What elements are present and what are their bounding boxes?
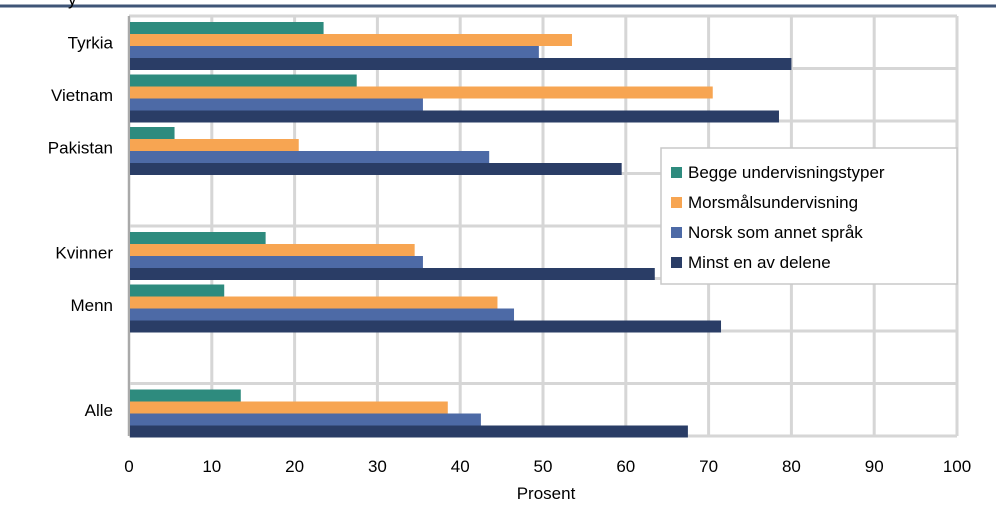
bars	[130, 22, 792, 438]
category-label: Kvinner	[55, 243, 113, 262]
x-tick-label: 30	[368, 457, 387, 476]
bar	[130, 58, 792, 70]
x-tick-label: 80	[782, 457, 801, 476]
x-tick-label: 50	[534, 457, 553, 476]
bar	[130, 268, 655, 280]
legend-label: Norsk som annet språk	[688, 223, 863, 242]
bar	[130, 296, 498, 309]
x-tick-label: 100	[943, 457, 971, 476]
legend-label: Minst en av delene	[688, 253, 831, 272]
legend-label: Morsmålsundervisning	[688, 193, 858, 212]
bar	[130, 389, 241, 402]
legend-swatch	[671, 197, 682, 208]
legend: Begge undervisningstyper Morsmålsundervis…	[660, 147, 958, 285]
x-tick-label: 0	[124, 457, 133, 476]
legend-swatch	[671, 227, 682, 238]
bar	[130, 86, 713, 99]
category-labels: Tyrkia Vietnam Pakistan Kvinner Menn Alle	[48, 33, 114, 420]
bar	[130, 139, 299, 151]
category-label: Menn	[70, 296, 113, 315]
bar	[130, 98, 423, 111]
bar	[130, 46, 539, 58]
bar	[130, 308, 515, 321]
x-tick-label: 90	[865, 457, 884, 476]
legend-swatch	[671, 257, 682, 268]
legend-swatch	[671, 167, 682, 178]
x-tick-label: 40	[451, 457, 470, 476]
bar	[130, 163, 622, 175]
bar	[130, 425, 688, 438]
legend-label: Begge undervisningstyper	[688, 163, 885, 182]
bar	[130, 320, 722, 333]
bar	[130, 232, 266, 244]
category-label: Tyrkia	[68, 33, 114, 52]
bar	[130, 413, 481, 426]
x-tick-label: 10	[202, 457, 221, 476]
bar	[130, 110, 779, 123]
x-tick-label: 70	[699, 457, 718, 476]
x-tick-label: 20	[285, 457, 304, 476]
bar	[130, 151, 490, 163]
x-tick-labels: 0 10 20 30 40 50 60 70 80 90 100	[124, 457, 971, 476]
category-label: Vietnam	[51, 86, 113, 105]
bar	[130, 401, 448, 414]
legend-box	[660, 147, 958, 285]
bar	[130, 127, 175, 139]
category-label: Pakistan	[48, 138, 113, 157]
x-axis-title: Prosent	[517, 484, 576, 503]
bar	[130, 244, 415, 256]
category-label: Alle	[85, 401, 113, 420]
bar	[130, 256, 423, 268]
x-tick-label: 60	[616, 457, 635, 476]
bar	[130, 284, 225, 297]
bar	[130, 22, 324, 34]
bar	[130, 34, 572, 46]
header-title: y	[68, 0, 77, 9]
bar	[130, 74, 357, 87]
